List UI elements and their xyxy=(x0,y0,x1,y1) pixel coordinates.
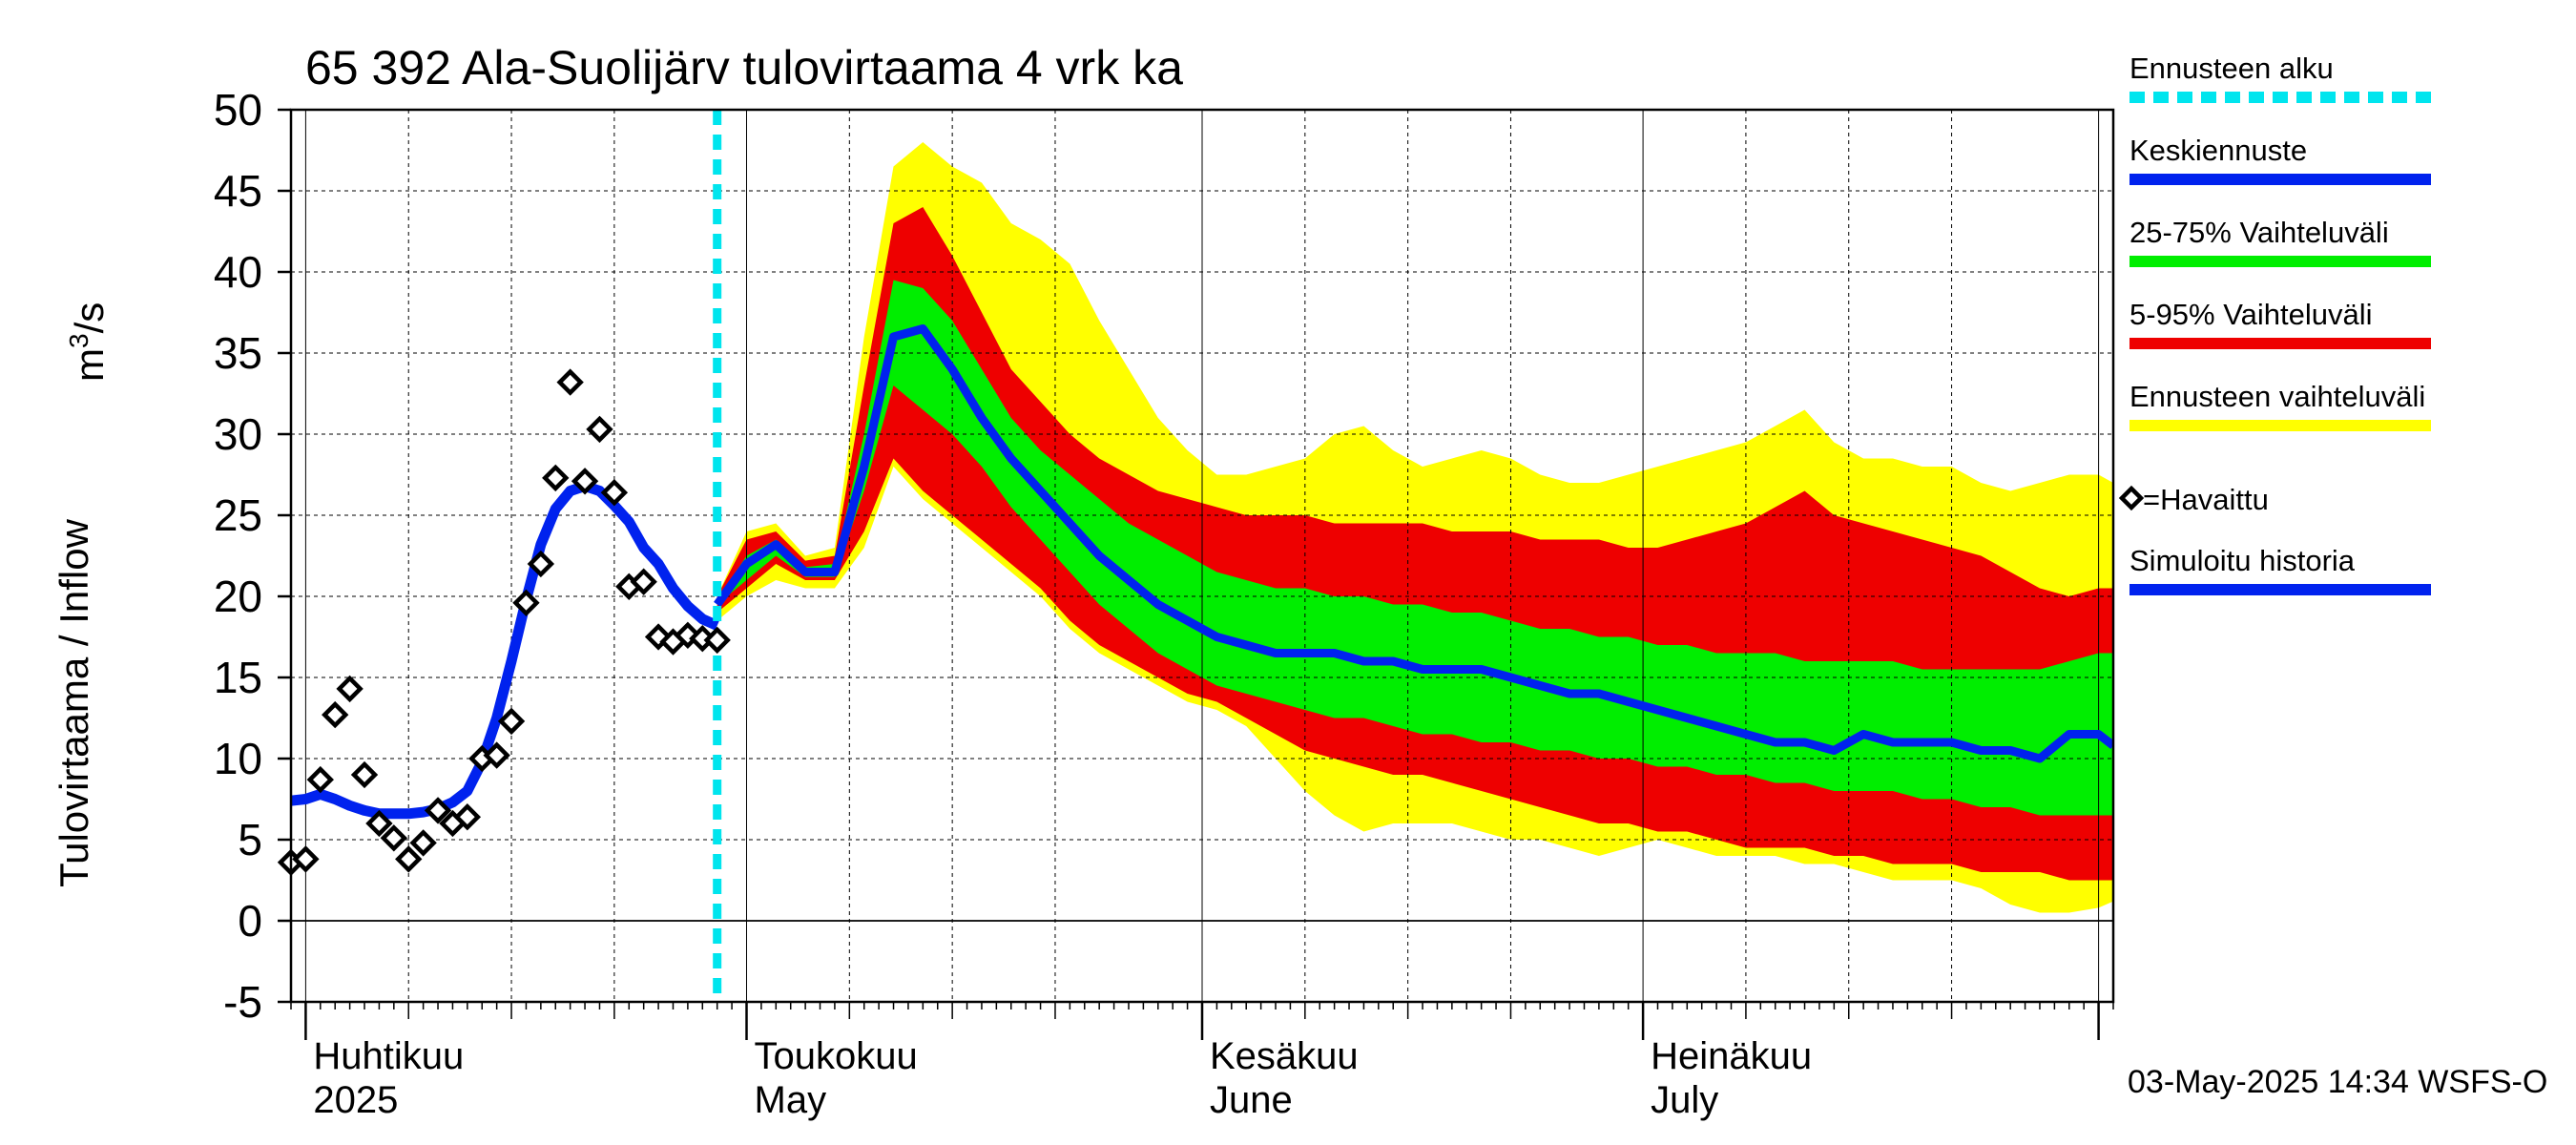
observed-point xyxy=(336,675,364,703)
series-lines xyxy=(291,110,2113,1002)
observed-point xyxy=(630,568,657,595)
y-tick-label: 35 xyxy=(214,328,262,378)
legend-label: =Havaittu xyxy=(2143,483,2269,516)
y-axis-label: Tulovirtaama / Inflow xyxy=(52,518,96,887)
y-tick-label: 40 xyxy=(214,247,262,297)
y-tick-label: 25 xyxy=(214,490,262,540)
legend-label: Ennusteen vaihteluväli xyxy=(2129,380,2425,413)
observed-point xyxy=(306,765,334,794)
legend-label: Keskiennuste xyxy=(2129,134,2307,167)
legend-label: 5-95% Vaihteluväli xyxy=(2129,298,2372,331)
plot-area xyxy=(277,108,2115,1004)
observed-point xyxy=(292,845,320,873)
y-tick-label: 30 xyxy=(214,409,262,459)
observed-point xyxy=(424,797,452,824)
y-tick-label: 5 xyxy=(238,815,262,864)
month-sublabel: May xyxy=(755,1079,827,1121)
median-forecast-line xyxy=(714,324,2113,763)
legend-label: 25-75% Vaihteluväli xyxy=(2129,216,2389,249)
observed-point xyxy=(365,809,393,838)
y-tick-label: 10 xyxy=(214,734,262,783)
legend-label: Ennusteen alku xyxy=(2129,52,2334,85)
legend: Ennusteen alku Keskiennuste 25-75% Vaihtel… xyxy=(2118,52,2431,595)
month-label: Kesäkuu xyxy=(1210,1035,1359,1077)
observed-markers xyxy=(277,368,731,876)
band-25-75 xyxy=(717,280,2113,816)
y-tick-label: 0 xyxy=(238,896,262,946)
y-axis-unit: m3/s xyxy=(64,302,112,382)
month-label: Huhtikuu xyxy=(313,1035,464,1077)
month-sublabel: 2025 xyxy=(313,1079,398,1121)
observed-point xyxy=(571,468,599,495)
timestamp: 03-May-2025 14:34 WSFS-O xyxy=(2128,1064,2547,1100)
observed-point xyxy=(409,829,437,857)
observed-point xyxy=(395,845,423,873)
y-tick-label: 45 xyxy=(214,166,262,216)
observed-point xyxy=(586,415,613,444)
month-label: Heinäkuu xyxy=(1651,1035,1812,1077)
observed-point xyxy=(497,707,526,736)
y-tick-label: -5 xyxy=(223,977,262,1027)
observed-point xyxy=(542,464,570,492)
y-axis: -5 0 5 10 15 20 25 30 35 40 45 50 xyxy=(214,85,291,1027)
observed-point xyxy=(453,803,482,831)
observed-point xyxy=(600,479,629,507)
forecast-bands xyxy=(717,142,2113,913)
observed-point xyxy=(512,589,540,616)
month-label: Toukokuu xyxy=(755,1035,918,1077)
observed-point xyxy=(556,368,584,396)
observed-point xyxy=(644,623,673,651)
observed-point xyxy=(527,550,555,578)
legend-label: Simuloitu historia xyxy=(2129,544,2356,577)
observed-point xyxy=(703,626,731,655)
month-sublabel: July xyxy=(1651,1079,1718,1121)
legend-swatch-observed xyxy=(2118,485,2145,511)
y-tick-label: 15 xyxy=(214,653,262,702)
observed-point xyxy=(380,824,408,852)
observed-point xyxy=(350,760,379,789)
grid-lines xyxy=(291,110,2113,1002)
y-tick-label: 50 xyxy=(214,85,262,135)
chart-title: 65 392 Ala-Suolijärv tulovirtaama 4 vrk … xyxy=(305,41,1183,94)
observed-point xyxy=(322,700,349,729)
observed-point xyxy=(483,741,510,769)
simulated-history-line xyxy=(291,480,719,820)
month-sublabel: June xyxy=(1210,1079,1293,1121)
y-tick-label: 20 xyxy=(214,572,262,621)
